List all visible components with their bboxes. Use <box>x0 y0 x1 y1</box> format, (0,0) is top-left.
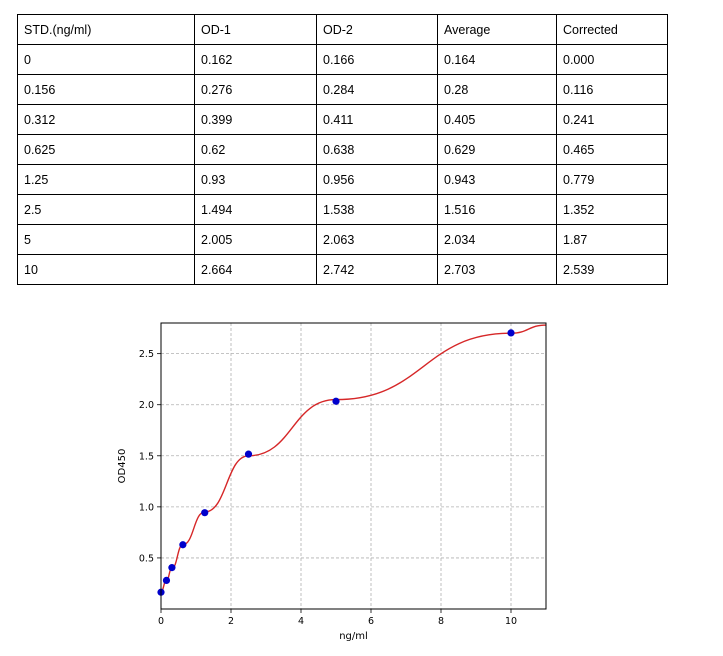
table-cell: 2.742 <box>316 254 438 285</box>
chart-background <box>103 293 560 651</box>
table-row: 0 0.162 0.166 0.164 0.000 <box>17 44 668 75</box>
table-cell: 0.62 <box>194 134 317 165</box>
table-cell: 2.703 <box>437 254 557 285</box>
x-axis-label: ng/ml <box>339 631 368 642</box>
x-tick-label: 2 <box>228 616 234 627</box>
y-tick-label: 0.5 <box>139 553 154 564</box>
table-cell: 0.956 <box>316 164 438 195</box>
table-cell: 0.411 <box>316 104 438 135</box>
data-point <box>332 397 340 405</box>
table-cell: 0.276 <box>194 74 317 105</box>
table-cell: 0.162 <box>194 44 317 75</box>
y-axis-label: OD450 <box>117 449 128 484</box>
table-cell: 0.116 <box>556 74 668 105</box>
data-point <box>179 541 187 549</box>
table-row: 1.25 0.93 0.956 0.943 0.779 <box>17 164 668 195</box>
table-cell: 0.28 <box>437 74 557 105</box>
data-point <box>507 329 515 337</box>
data-point <box>168 564 176 572</box>
table-row: 0.156 0.276 0.284 0.28 0.116 <box>17 74 668 105</box>
table-row: 5 2.005 2.063 2.034 1.87 <box>17 224 668 255</box>
table-cell: 2.664 <box>194 254 317 285</box>
data-point <box>162 576 171 584</box>
table-cell: 0.284 <box>316 74 438 105</box>
table-header-cell: OD-1 <box>194 14 317 45</box>
table-cell: 0.312 <box>17 104 195 135</box>
table-cell: 1.494 <box>194 194 317 225</box>
chart-svg: 0 2 4 6 8 10 0.5 1.0 1.5 2.0 2.5 ng/ml OD450 <box>103 293 560 651</box>
data-point <box>244 450 253 458</box>
table-cell: 0.465 <box>556 134 668 165</box>
standard-curve-chart: 0 2 4 6 8 10 0.5 1.0 1.5 2.0 2.5 ng/ml OD450 <box>103 293 560 651</box>
table-cell: 0.166 <box>316 44 438 75</box>
table-cell: 1.87 <box>556 224 668 255</box>
table-header-cell: Average <box>437 14 557 45</box>
data-point <box>201 509 209 517</box>
table-cell: 0.241 <box>556 104 668 135</box>
table-cell: 0.625 <box>17 134 195 165</box>
plot-frame <box>160 322 547 610</box>
table-cell: 1.352 <box>556 194 668 225</box>
y-tick-label: 1.5 <box>139 451 154 462</box>
table-cell: 2.034 <box>437 224 557 255</box>
fit-curve-line <box>160 324 547 593</box>
table-cell: 2.005 <box>194 224 317 255</box>
x-tick-label: 0 <box>158 616 164 627</box>
table-cell: 0.943 <box>437 164 557 195</box>
table-cell: 0.405 <box>437 104 557 135</box>
table-row: 10 2.664 2.742 2.703 2.539 <box>17 254 668 285</box>
y-tick-label: 2.5 <box>139 349 154 360</box>
table-header-cell: STD.(ng/ml) <box>17 14 195 45</box>
y-tick-label: 1.0 <box>139 502 154 513</box>
table-header-row: STD.(ng/ml) OD-1 OD-2 Average Corrected <box>17 14 668 45</box>
table-cell: 2.063 <box>316 224 438 255</box>
table-cell: 0.000 <box>556 44 668 75</box>
standard-table-body: STD.(ng/ml) OD-1 OD-2 Average Corrected 0 0.16… <box>17 14 668 285</box>
table-header-cell: Corrected <box>556 14 668 45</box>
table-header-cell: OD-2 <box>316 14 438 45</box>
y-tick-label: 2.0 <box>139 400 154 411</box>
standard-table: STD.(ng/ml) OD-1 OD-2 Average Corrected 0 0.16… <box>17 14 668 285</box>
table-cell: 10 <box>17 254 195 285</box>
table-cell: 0.399 <box>194 104 317 135</box>
table-cell: 1.516 <box>437 194 557 225</box>
x-tick-label: 6 <box>368 616 374 627</box>
table-cell: 2.5 <box>17 194 195 225</box>
x-tick-label: 10 <box>505 616 517 627</box>
table-cell: 1.538 <box>316 194 438 225</box>
table-cell: 5 <box>17 224 195 255</box>
table-row: 0.312 0.399 0.411 0.405 0.241 <box>17 104 668 135</box>
table-cell: 0 <box>17 44 195 75</box>
table-cell: 0.164 <box>437 44 557 75</box>
table-cell: 0.156 <box>17 74 195 105</box>
table-cell: 1.25 <box>17 164 195 195</box>
table-row: 0.625 0.62 0.638 0.629 0.465 <box>17 134 668 165</box>
table-cell: 0.779 <box>556 164 668 195</box>
table-cell: 0.638 <box>316 134 438 165</box>
table-row: 2.5 1.494 1.538 1.516 1.352 <box>17 194 668 225</box>
table-cell: 2.539 <box>556 254 668 285</box>
x-tick-label: 8 <box>438 616 444 627</box>
table-cell: 0.93 <box>194 164 317 195</box>
table-cell: 0.629 <box>437 134 557 165</box>
x-tick-label: 4 <box>298 616 304 627</box>
